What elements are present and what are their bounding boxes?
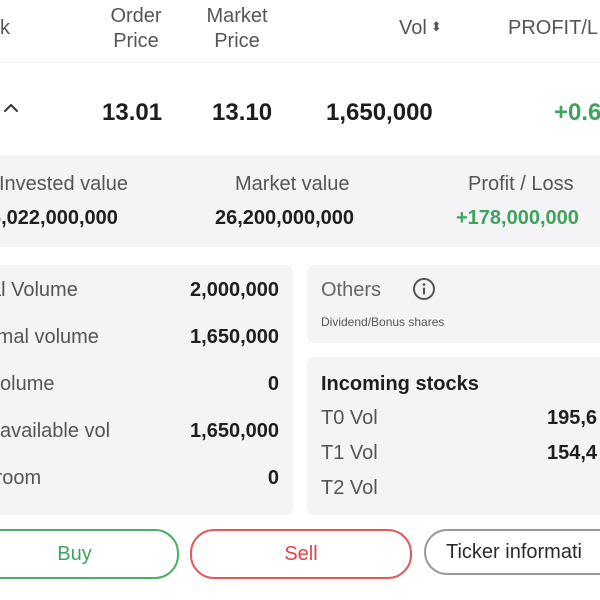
- incoming-row-value: 195,6: [547, 407, 598, 429]
- profit-loss-label: Profit / Loss: [468, 173, 574, 195]
- volume-row-label: l available vol: [0, 420, 111, 442]
- market-price-column-header[interactable]: Market Price: [196, 4, 278, 54]
- incoming-row-label: T0 Vol: [321, 407, 378, 429]
- holdings-table-header: ck Order Price Market Price Vol⬍ PROFIT/…: [0, 0, 600, 62]
- others-panel: Others Dividend/Bonus shares: [307, 265, 600, 343]
- volume-row: rmal volume 1,650,000: [0, 326, 293, 356]
- profit-value: +0.6: [554, 99, 600, 126]
- incoming-stocks-panel: Incoming stocks T0 Vol 195,6 T1 Vol 154,…: [307, 357, 600, 515]
- incoming-row: T0 Vol 195,6: [307, 407, 600, 433]
- volume-row-label: troom: [0, 467, 42, 489]
- profit-loss-value: +178,000,000: [456, 207, 579, 229]
- market-price-header-line1: Market: [206, 5, 268, 27]
- incoming-stocks-title: Incoming stocks: [321, 373, 479, 395]
- others-title: Others: [321, 279, 382, 301]
- order-price-header-line1: Order: [110, 5, 162, 27]
- order-price-value: 13.01: [102, 99, 163, 126]
- volume-row: al Volume 2,000,000: [0, 279, 293, 309]
- incoming-row: T1 Vol 154,4: [307, 442, 600, 468]
- volume-row-label: volume: [0, 373, 55, 395]
- info-icon[interactable]: [412, 277, 436, 301]
- volume-row-value: 1,650,000: [190, 420, 279, 442]
- vol-column-header[interactable]: Vol ⬍: [399, 16, 442, 41]
- buy-button[interactable]: Buy: [0, 529, 179, 579]
- incoming-row-label: T2 Vol: [321, 477, 378, 499]
- invested-value: 6,022,000,000: [0, 207, 118, 229]
- volume-row-label: rmal volume: [0, 326, 99, 348]
- stock-column-header[interactable]: ck: [0, 17, 10, 39]
- vol-header-label: Vol: [399, 17, 427, 39]
- volume-row-value: 0: [267, 373, 279, 395]
- incoming-row-label: T1 Vol: [321, 442, 378, 464]
- chevron-up-icon[interactable]: [2, 99, 20, 117]
- market-price-header-line2: Price: [214, 30, 260, 52]
- volume-row-label: al Volume: [0, 279, 78, 301]
- value-summary-panel: Invested value 6,022,000,000 Market valu…: [0, 155, 600, 247]
- volume-row: volume 0: [0, 373, 293, 403]
- sell-button[interactable]: Sell: [190, 529, 412, 579]
- volume-row-value: 1,650,000: [190, 326, 279, 348]
- ticker-information-button[interactable]: Ticker informati: [424, 529, 600, 575]
- volume-value: 1,650,000: [326, 99, 433, 126]
- sort-icon[interactable]: ⬍: [430, 19, 442, 35]
- volume-row-value: 0: [267, 467, 279, 489]
- order-price-header-line2: Price: [113, 30, 159, 52]
- volume-row: troom 0: [0, 467, 293, 497]
- profit-loss-column-header[interactable]: PROFIT/L: [508, 17, 599, 39]
- market-value-label: Market value: [235, 173, 350, 195]
- holding-row[interactable]: 13.01 13.10 1,650,000 +0.6: [0, 62, 600, 157]
- volume-breakdown-panel: al Volume 2,000,000 rmal volume 1,650,00…: [0, 265, 293, 515]
- volume-row: l available vol 1,650,000: [0, 420, 293, 450]
- volume-row-value: 2,000,000: [190, 279, 279, 301]
- market-value: 26,200,000,000: [215, 207, 355, 229]
- invested-value-label: Invested value: [0, 173, 128, 195]
- market-price-value: 13.10: [212, 99, 273, 126]
- order-price-column-header[interactable]: Order Price: [96, 4, 176, 54]
- others-subtitle: Dividend/Bonus shares: [321, 315, 445, 329]
- incoming-row-value: 154,4: [547, 442, 598, 464]
- incoming-row: T2 Vol: [307, 477, 600, 503]
